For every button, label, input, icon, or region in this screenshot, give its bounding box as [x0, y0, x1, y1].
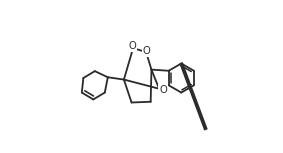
Text: O: O: [159, 84, 167, 95]
Text: O: O: [143, 46, 151, 56]
Text: O: O: [128, 41, 136, 51]
